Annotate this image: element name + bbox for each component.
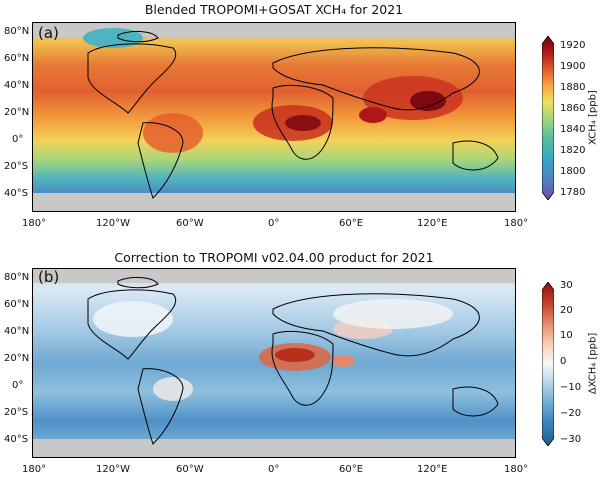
lon-label: 180°: [504, 464, 529, 475]
colorbar-b-tick: −30: [560, 434, 582, 445]
lon-label: 0°: [268, 464, 280, 475]
lon-label: 120°E: [417, 464, 448, 475]
lon-label: 180°: [504, 218, 529, 229]
lat-label: 80°N: [4, 26, 30, 37]
lat-label: 40°N: [4, 326, 30, 337]
lat-label: 0°: [12, 134, 24, 145]
lat-label: 60°N: [4, 53, 30, 64]
lat-label: 40°S: [4, 434, 29, 445]
colorbar-b-tick: 30: [560, 280, 573, 291]
colorbar-b-tick: −10: [560, 382, 582, 393]
panel-a-title: Blended TROPOMI+GOSAT XCH₄ for 2021: [144, 2, 404, 17]
lat-label: 0°: [12, 380, 24, 391]
colorbar-a: [542, 36, 554, 200]
panel-b-title: Correction to TROPOMI v02.04.00 product …: [114, 250, 434, 265]
lat-label: 60°N: [4, 299, 30, 310]
lon-label: 60°W: [176, 218, 204, 229]
lon-label: 0°: [268, 218, 280, 229]
lat-label: 80°N: [4, 272, 30, 283]
colorbar-a-tick: 1860: [560, 103, 586, 114]
colorbar-b: [542, 282, 554, 446]
lat-label: 40°S: [4, 188, 29, 199]
panel-b-map: [32, 268, 516, 458]
lat-label: 20°N: [4, 107, 30, 118]
lon-label: 120°W: [96, 464, 130, 475]
colorbar-b-tick: 10: [560, 330, 573, 341]
colorbar-b-tick: −20: [560, 408, 582, 419]
colorbar-a-tick: 1880: [560, 82, 586, 93]
lon-label: 60°E: [339, 218, 364, 229]
lon-label: 60°W: [176, 464, 204, 475]
lat-label: 20°N: [4, 353, 30, 364]
lon-label: 180°: [22, 464, 47, 475]
lon-label: 60°E: [339, 464, 364, 475]
colorbar-a-label: XCH₄ [ppb]: [587, 90, 599, 145]
colorbar-a-tick: 1800: [560, 166, 586, 177]
colorbar-a-tick: 1820: [560, 145, 586, 156]
colorbar-a-tick: 1900: [560, 61, 586, 72]
colorbar-a-tick: 1780: [560, 187, 586, 198]
colorbar-a-tick: 1840: [560, 124, 586, 135]
panel-a-map: [32, 22, 516, 212]
colorbar-b-tick: 20: [560, 305, 573, 316]
colorbar-b-tick: 0: [560, 356, 567, 367]
lon-label: 120°E: [417, 218, 448, 229]
lat-label: 20°S: [4, 407, 29, 418]
lat-label: 40°N: [4, 80, 30, 91]
lon-label: 180°: [22, 218, 47, 229]
panel-a-letter: (a): [38, 24, 59, 42]
panel-b-letter: (b): [38, 268, 60, 286]
lon-label: 120°W: [96, 218, 130, 229]
colorbar-b-label: ΔXCH₄ [ppb]: [587, 332, 599, 395]
colorbar-a-tick: 1920: [560, 40, 586, 51]
lat-label: 20°S: [4, 161, 29, 172]
